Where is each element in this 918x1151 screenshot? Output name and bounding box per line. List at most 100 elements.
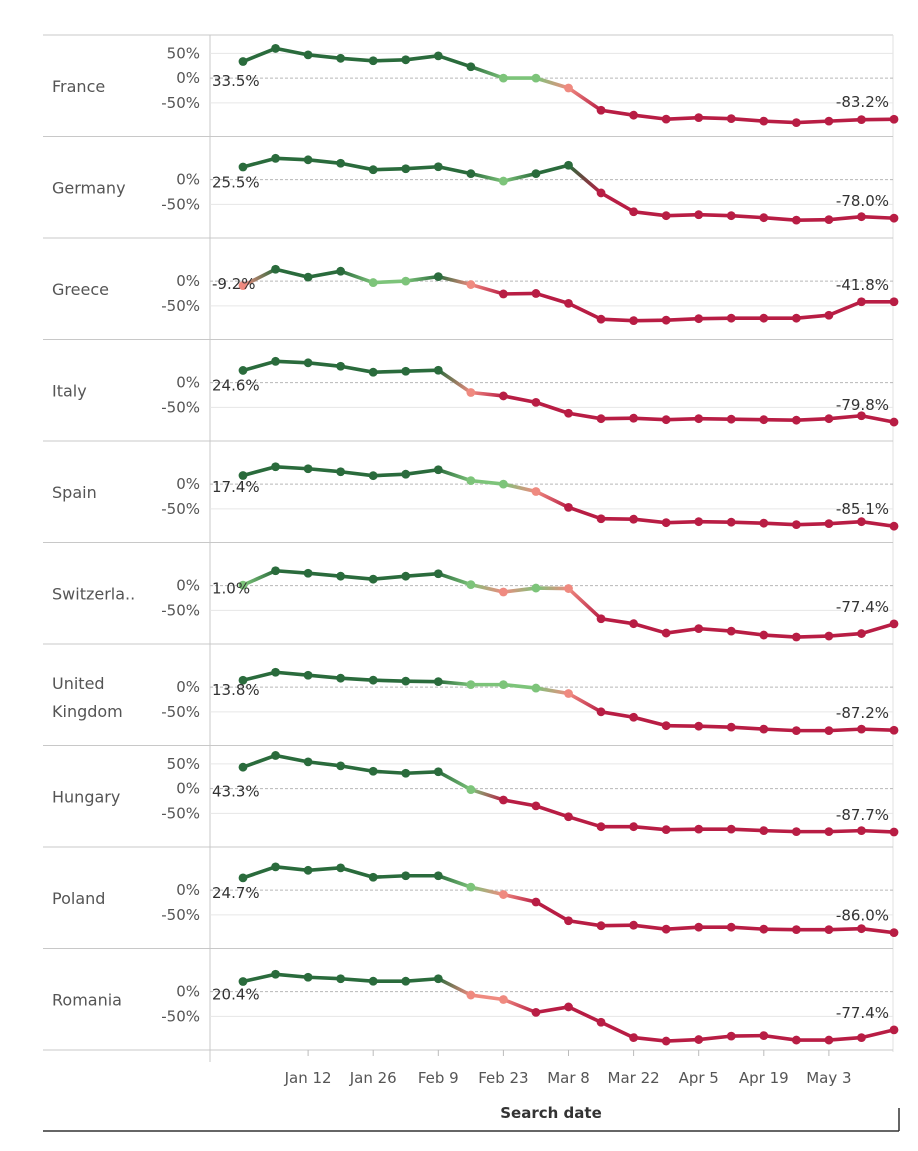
series-line-segment	[569, 1007, 602, 1022]
series-line-segment	[373, 281, 406, 282]
data-point	[499, 290, 508, 299]
data-point	[434, 162, 443, 171]
series-line-segment	[861, 1030, 894, 1038]
series-line-segment	[308, 573, 341, 576]
country-label: Italy	[52, 381, 87, 400]
data-point	[662, 629, 671, 638]
data-point	[890, 828, 899, 837]
data-point	[727, 114, 736, 123]
data-point	[694, 722, 703, 731]
series-line-segment	[308, 271, 341, 277]
data-point	[890, 418, 899, 427]
data-point	[629, 207, 638, 216]
series-line-segment	[503, 396, 536, 402]
series-line-segment	[634, 624, 667, 633]
series-line-segment	[438, 370, 471, 392]
data-point	[597, 1018, 606, 1027]
data-point	[271, 44, 280, 53]
y-tick-label: -50%	[161, 1007, 200, 1025]
series-line-segment	[829, 217, 862, 220]
data-point	[336, 674, 345, 683]
data-point	[890, 522, 899, 531]
data-point	[304, 155, 313, 164]
series-line-segment	[666, 419, 699, 420]
series-line-segment	[503, 588, 536, 592]
data-point	[499, 392, 508, 401]
data-point	[890, 214, 899, 223]
y-tick-label: 50%	[167, 44, 200, 62]
data-point	[792, 633, 801, 642]
data-point	[304, 671, 313, 680]
series-line-segment	[569, 921, 602, 926]
data-point	[857, 517, 866, 526]
series-line-segment	[634, 717, 667, 725]
data-point	[759, 415, 768, 424]
data-point	[532, 487, 541, 496]
series-line-segment	[276, 361, 309, 362]
series-line-segment	[829, 729, 862, 730]
series-line-segment	[438, 470, 471, 481]
data-point	[466, 280, 475, 289]
x-tick-label: Mar 22	[608, 1069, 660, 1087]
series-line-segment	[276, 571, 309, 573]
series-line-segment	[536, 806, 569, 817]
data-point	[857, 725, 866, 734]
data-point	[336, 863, 345, 872]
data-point	[401, 470, 410, 479]
data-point	[597, 514, 606, 523]
series-line-segment	[503, 685, 536, 688]
y-tick-label: 0%	[176, 881, 200, 899]
data-point	[727, 518, 736, 527]
data-point	[727, 627, 736, 636]
series-line-segment	[666, 215, 699, 216]
data-point	[564, 689, 573, 698]
series-line-segment	[503, 1000, 536, 1013]
series-line-segment	[308, 363, 341, 366]
data-point	[792, 726, 801, 735]
data-point	[239, 977, 248, 986]
data-point	[629, 1033, 638, 1042]
data-point	[532, 398, 541, 407]
series-line-segment	[341, 868, 374, 877]
data-point	[727, 825, 736, 834]
series-line-segment	[308, 868, 341, 870]
data-point	[304, 464, 313, 473]
data-point	[564, 503, 573, 512]
data-point	[532, 74, 541, 83]
data-point	[825, 519, 834, 528]
data-point	[890, 115, 899, 124]
series-line-segment	[699, 118, 732, 119]
series-line-segment	[829, 522, 862, 524]
series-line-segment	[861, 729, 894, 730]
data-point	[857, 924, 866, 933]
country-label-line: United	[52, 674, 105, 693]
y-tick-label: -50%	[161, 804, 200, 822]
series-line-segment	[634, 418, 667, 419]
data-point	[759, 1031, 768, 1040]
data-point	[499, 680, 508, 689]
country-label: Spain	[52, 483, 97, 502]
x-tick-label: Mar 8	[547, 1069, 590, 1087]
series-line-segment	[373, 169, 406, 170]
country-label: Romania	[52, 990, 122, 1009]
data-point	[727, 1032, 736, 1041]
series-line-segment	[406, 574, 439, 576]
series-line-segment	[341, 576, 374, 579]
series-line-segment	[341, 58, 374, 60]
series-line-segment	[666, 118, 699, 119]
data-point	[499, 480, 508, 489]
data-point	[466, 169, 475, 178]
series-line-segment	[373, 876, 406, 877]
y-tick-label: 0%	[176, 983, 200, 1001]
data-point	[825, 311, 834, 320]
data-point	[759, 117, 768, 126]
series-line-segment	[796, 315, 829, 318]
series-line-segment	[406, 772, 439, 773]
data-point	[304, 866, 313, 875]
series-line-segment	[406, 56, 439, 60]
series-line-segment	[829, 929, 862, 930]
series-line-segment	[373, 576, 406, 579]
data-point	[532, 898, 541, 907]
data-point	[629, 111, 638, 120]
